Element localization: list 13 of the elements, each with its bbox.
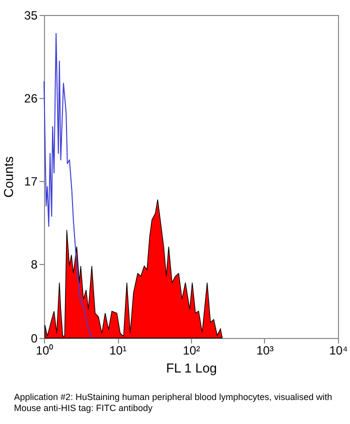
x-tick-label: 10⁴ <box>329 344 348 358</box>
x-tick-label: 10¹ <box>109 344 127 358</box>
y-tick-label: 35 <box>24 8 38 22</box>
y-tick-label: 0 <box>30 332 38 346</box>
y-tick-label: 26 <box>24 92 38 106</box>
y-tick-label: 17 <box>24 174 38 189</box>
y-tick-label: 8 <box>30 258 38 272</box>
x-tick-label: 10³ <box>256 344 274 358</box>
x-tick-label: 10² <box>182 344 200 358</box>
x-axis-title: FL 1 Log <box>166 360 217 376</box>
y-axis-title: Counts <box>1 156 16 198</box>
text: Application #2: HuStaining human peripheral blood lymphocytes, visualised with Mouse anti-HIS tag: FITC antibody <box>14 392 334 414</box>
x-tick-label: 10⁰ <box>36 344 54 358</box>
